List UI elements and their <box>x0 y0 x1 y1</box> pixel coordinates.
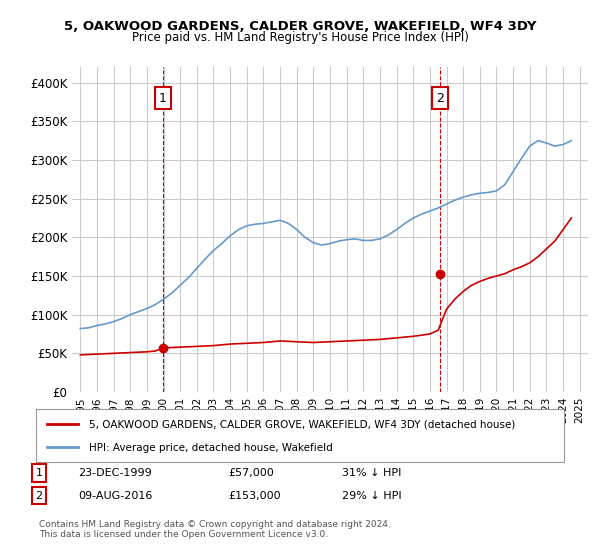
Text: 1: 1 <box>159 92 167 105</box>
Text: £153,000: £153,000 <box>228 491 281 501</box>
Text: 23-DEC-1999: 23-DEC-1999 <box>78 468 152 478</box>
Text: Contains HM Land Registry data © Crown copyright and database right 2024.
This d: Contains HM Land Registry data © Crown c… <box>39 520 391 539</box>
Text: 09-AUG-2016: 09-AUG-2016 <box>78 491 152 501</box>
Text: 31% ↓ HPI: 31% ↓ HPI <box>342 468 401 478</box>
Text: 5, OAKWOOD GARDENS, CALDER GROVE, WAKEFIELD, WF4 3DY (detached house): 5, OAKWOOD GARDENS, CALDER GROVE, WAKEFI… <box>89 420 515 430</box>
Text: 2: 2 <box>35 491 43 501</box>
Text: 1: 1 <box>35 468 43 478</box>
Text: 5, OAKWOOD GARDENS, CALDER GROVE, WAKEFIELD, WF4 3DY: 5, OAKWOOD GARDENS, CALDER GROVE, WAKEFI… <box>64 20 536 32</box>
Text: £57,000: £57,000 <box>228 468 274 478</box>
Text: Price paid vs. HM Land Registry's House Price Index (HPI): Price paid vs. HM Land Registry's House … <box>131 31 469 44</box>
Text: HPI: Average price, detached house, Wakefield: HPI: Average price, detached house, Wake… <box>89 443 332 453</box>
Text: 2: 2 <box>436 92 444 105</box>
Text: 29% ↓ HPI: 29% ↓ HPI <box>342 491 401 501</box>
